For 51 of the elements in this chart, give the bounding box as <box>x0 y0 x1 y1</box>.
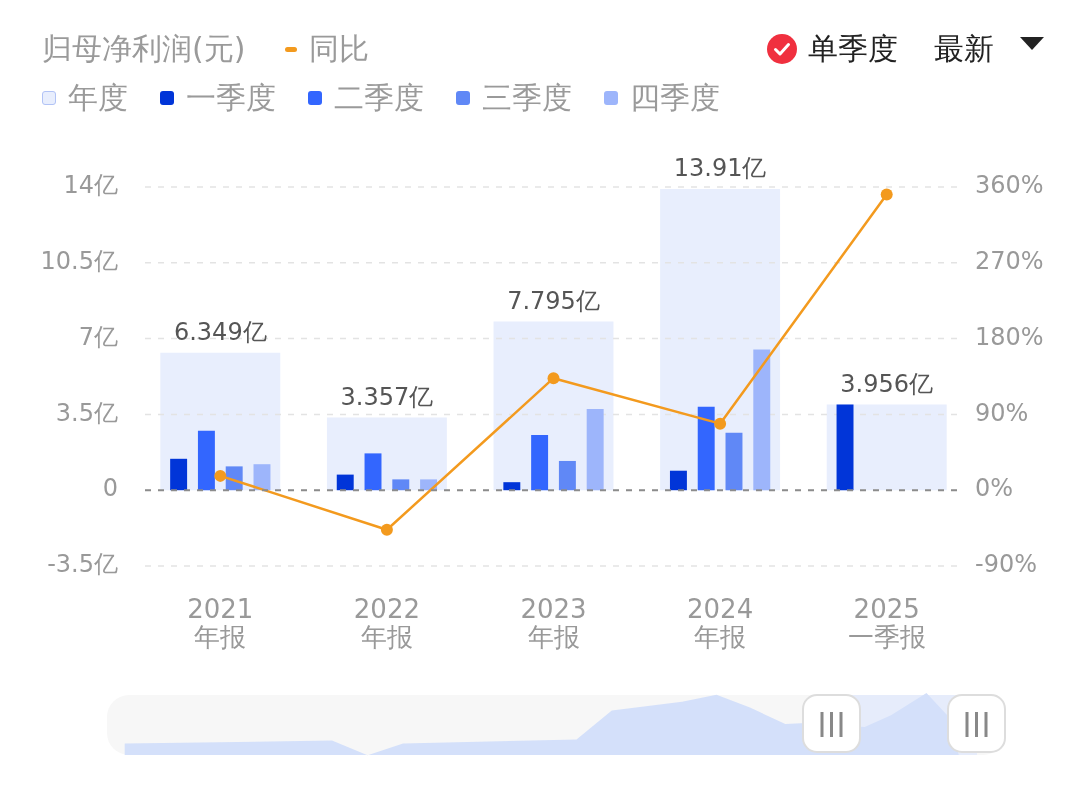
chart-title: 归母净利润(元) <box>42 31 246 67</box>
text: 最新 <box>934 31 994 67</box>
data-label: 3.956亿 <box>840 369 934 398</box>
legend-label: 二季度 <box>334 80 424 116</box>
bar <box>697 406 715 491</box>
y2-tick-label: 180% <box>975 322 1044 351</box>
y2-tick-label: -90% <box>975 550 1038 579</box>
legend-label: 同比 <box>309 31 370 67</box>
bar <box>836 404 854 491</box>
legend-label: 三季度 <box>482 80 572 116</box>
legend-label: 年度 <box>68 80 128 116</box>
bar <box>558 460 576 491</box>
point <box>714 417 727 430</box>
x-tick-label: 2023 年报 <box>520 593 587 652</box>
y-tick-label: 10.5亿 <box>40 247 118 276</box>
bar <box>336 474 354 491</box>
bar <box>253 464 271 491</box>
x-tick-label: 2022 年报 <box>353 593 420 652</box>
text: 单季度 <box>808 31 898 67</box>
point <box>380 523 393 536</box>
y-tick-label: 3.5亿 <box>55 398 118 427</box>
point <box>547 372 560 385</box>
x-tick-label: 2021 年报 <box>187 593 254 652</box>
y-tick-label: 14亿 <box>63 171 118 200</box>
x-tick-label: 2024 年报 <box>687 593 754 652</box>
bar <box>669 470 687 491</box>
data-label: 6.349亿 <box>173 317 267 346</box>
bar <box>586 408 604 491</box>
bar <box>392 479 410 491</box>
bar <box>725 432 743 491</box>
x-tick-label: 2025 一季报 <box>847 593 926 652</box>
legend-label: 四季度 <box>630 80 720 116</box>
y-tick-label: -3.5亿 <box>47 550 118 579</box>
bar <box>197 430 215 491</box>
y-tick-label: 7亿 <box>78 322 118 351</box>
point <box>214 469 227 482</box>
bar <box>170 458 188 491</box>
bar <box>753 349 771 491</box>
bar <box>503 482 521 491</box>
y2-tick-label: 90% <box>975 398 1029 427</box>
y2-tick-label: 360% <box>975 171 1044 200</box>
data-label: 13.91亿 <box>673 154 767 183</box>
legend-label: 一季度 <box>186 80 276 116</box>
data-label: 3.357亿 <box>340 382 434 411</box>
bar <box>364 453 382 491</box>
point <box>880 188 893 201</box>
y2-tick-label: 0% <box>975 474 1014 503</box>
y-tick-label: 0 <box>102 474 118 503</box>
bar <box>531 434 549 491</box>
y2-tick-label: 270% <box>975 247 1044 276</box>
data-label: 7.795亿 <box>507 286 600 315</box>
